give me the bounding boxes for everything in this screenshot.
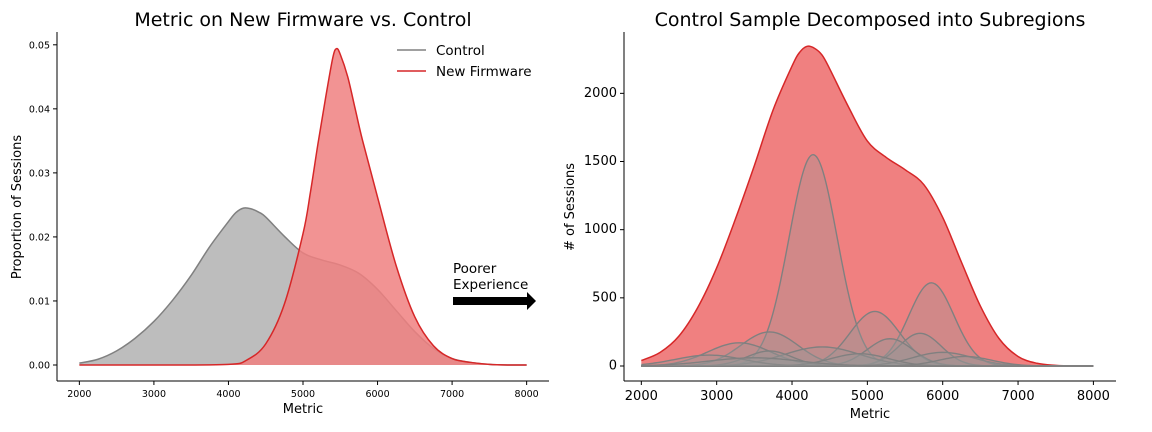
left-y-ticks: 0.00 0.01 0.02 0.03 0.04 0.05 <box>29 40 57 371</box>
total-series-fill <box>641 46 1094 367</box>
y-tick-label: 2000 <box>584 86 617 101</box>
left-chart-title: Metric on New Firmware vs. Control <box>134 9 471 31</box>
x-tick-label: 5000 <box>851 389 884 404</box>
y-tick-label: 0.02 <box>29 232 50 243</box>
x-tick-label: 6000 <box>365 389 389 400</box>
x-tick-label: 8000 <box>1077 389 1110 404</box>
y-tick-label: 1500 <box>584 154 617 169</box>
left-y-axis-label: Proportion of Sessions <box>10 135 25 279</box>
right-x-ticks: 2000 3000 4000 5000 6000 7000 8000 <box>625 381 1110 404</box>
subregion-series-13-line <box>641 357 1094 367</box>
right-y-ticks: 0 500 1000 1500 2000 <box>584 86 624 374</box>
annotation-line-1: Poorer <box>453 261 497 277</box>
subregion-series-8-fill <box>641 351 1094 366</box>
left-chart: Metric on New Firmware vs. Control 2000 3… <box>10 9 549 417</box>
y-tick-label: 1000 <box>584 222 617 237</box>
annotation-line-2: Experience <box>453 277 528 293</box>
right-arrow-icon <box>453 292 536 310</box>
right-chart-title: Control Sample Decomposed into Subregion… <box>655 9 1086 31</box>
subregion-series-13-fill <box>641 357 1094 366</box>
left-x-ticks: 2000 3000 4000 5000 6000 7000 8000 <box>67 381 539 400</box>
x-tick-label: 3000 <box>700 389 733 404</box>
y-tick-label: 0.01 <box>29 296 50 307</box>
new-firmware-series-line <box>79 47 527 366</box>
left-x-axis-label: Metric <box>283 402 323 417</box>
subregion-series-2-fill <box>641 311 1094 366</box>
right-y-axis-label: # of Sessions <box>563 163 578 251</box>
x-tick-label: 4000 <box>775 389 808 404</box>
total-series-line <box>641 45 1094 367</box>
right-chart: Control Sample Decomposed into Subregion… <box>563 9 1116 422</box>
left-legend: Control New Firmware <box>397 43 532 80</box>
left-plot-area <box>79 47 527 366</box>
x-tick-label: 2000 <box>625 389 658 404</box>
legend-control-label: Control <box>436 43 485 59</box>
x-tick-label: 2000 <box>67 389 91 400</box>
x-tick-label: 4000 <box>216 389 240 400</box>
subregion-series-9-fill <box>641 352 1094 366</box>
subregion-series-5-fill <box>641 338 1094 366</box>
subregion-series-6-fill <box>641 342 1094 366</box>
subregion-series-11-fill <box>641 355 1094 366</box>
poorer-experience-annotation: Poorer Experience <box>453 261 536 310</box>
y-tick-label: 0.05 <box>29 40 50 51</box>
y-tick-label: 500 <box>592 290 617 305</box>
new-firmware-series-fill <box>79 48 527 366</box>
legend-new-firmware-label: New Firmware <box>436 64 532 80</box>
right-plot-area <box>641 45 1094 367</box>
right-x-axis-label: Metric <box>850 407 890 422</box>
y-tick-label: 0.00 <box>29 360 50 371</box>
subregion-series-10-fill <box>641 353 1094 366</box>
y-tick-label: 0.04 <box>29 104 50 115</box>
x-tick-label: 6000 <box>926 389 959 404</box>
y-tick-label: 0 <box>609 359 617 374</box>
subregion-series-12-fill <box>641 356 1094 366</box>
x-tick-label: 7000 <box>1002 389 1035 404</box>
x-tick-label: 5000 <box>291 389 315 400</box>
x-tick-label: 8000 <box>515 389 539 400</box>
subregion-series-7-fill <box>641 346 1094 366</box>
x-tick-label: 7000 <box>440 389 464 400</box>
y-tick-label: 0.03 <box>29 168 50 179</box>
x-tick-label: 3000 <box>142 389 166 400</box>
